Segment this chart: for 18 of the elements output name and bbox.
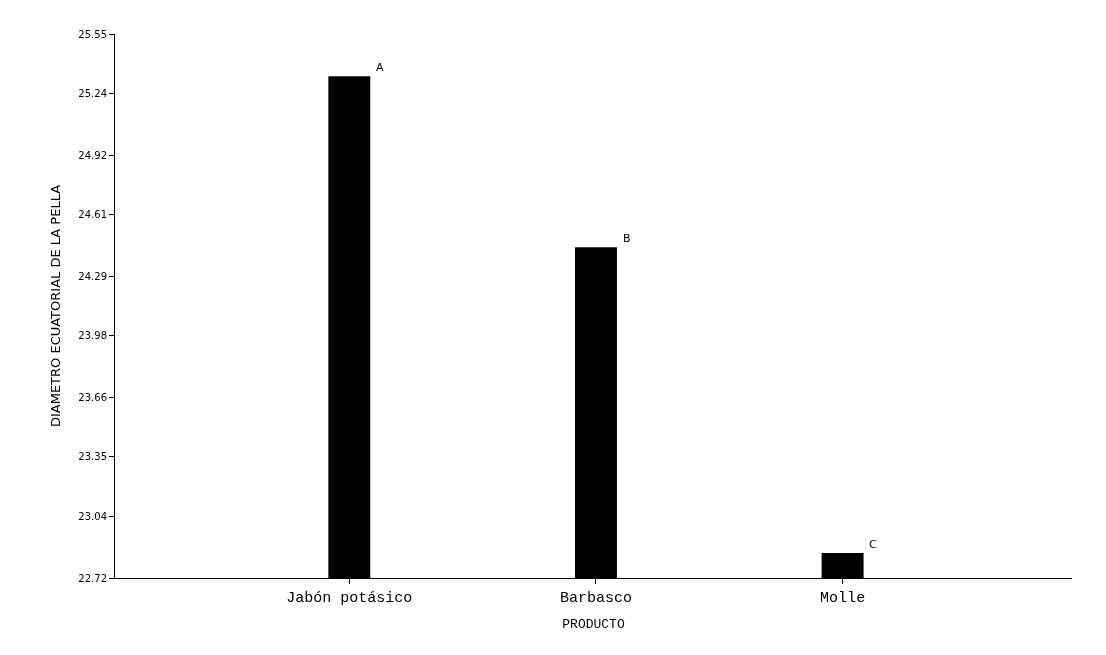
y-tick-label: 25.55 — [78, 28, 107, 40]
x-axis-title: PRODUCTO — [562, 616, 625, 632]
y-tick-label: 24.29 — [78, 270, 107, 282]
y-tick-label: 25.24 — [78, 88, 107, 100]
annotation: C — [869, 538, 877, 551]
y-tick-label: 23.98 — [78, 330, 107, 342]
x-tick-label: Molle — [820, 590, 866, 607]
annotation: B — [623, 232, 631, 245]
y-tick-label: 22.72 — [78, 572, 107, 584]
y-tick-label: 23.04 — [78, 510, 107, 522]
y-tick-label: 24.92 — [78, 149, 107, 161]
x-tick-label: Jabón potásico — [286, 590, 413, 607]
annotation: A — [376, 61, 384, 74]
y-axis-title: DIAMETRO ECUATORIAL DE LA PELLA — [48, 184, 64, 428]
x-tick-label: Barbasco — [559, 590, 632, 607]
y-tick-label: 23.35 — [78, 451, 107, 463]
y-tick-label: 24.61 — [78, 209, 107, 221]
y-tick-label: 23.66 — [78, 391, 107, 403]
